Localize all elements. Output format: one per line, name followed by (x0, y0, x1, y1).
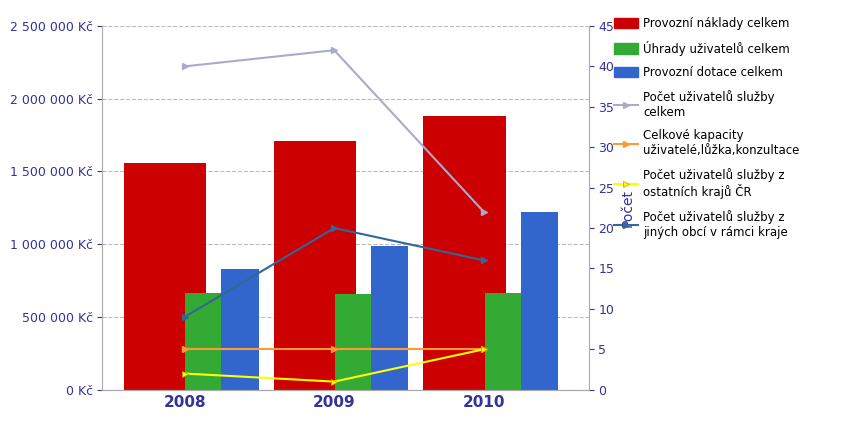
Počet uživatelů služby z
jiných obcí v rámci kraje (329, 226, 339, 231)
Počet uživatelů služby
celkem (179, 64, 189, 69)
Bar (335, 294, 372, 390)
Bar (221, 269, 258, 390)
Počet uživatelů služby z
ostatních krajů ČR (179, 371, 189, 376)
Legend: Provozní náklady celkem, Úhrady uživatelů celkem, Provozní dotace celkem, Počet : Provozní náklady celkem, Úhrady uživatel… (611, 15, 801, 241)
Bar (273, 141, 355, 390)
Line: Celkové kapacity
uživatelé,lůžka,konzultace: Celkové kapacity uživatelé,lůžka,konzult… (181, 346, 486, 353)
Bar (371, 246, 408, 390)
Počet uživatelů služby
celkem (329, 48, 339, 53)
Počet uživatelů služby z
ostatních krajů ČR (329, 379, 339, 384)
Line: Počet uživatelů služby z
jiných obcí v rámci kraje: Počet uživatelů služby z jiných obcí v r… (181, 225, 486, 320)
Bar (185, 293, 222, 390)
Celkové kapacity
uživatelé,lůžka,konzultace (179, 347, 189, 352)
Bar (124, 163, 206, 390)
Y-axis label: Počet: Počet (620, 189, 635, 227)
Počet uživatelů služby z
jiných obcí v rámci kraje (478, 258, 488, 263)
Bar (520, 212, 557, 390)
Line: Počet uživatelů služby z
ostatních krajů ČR: Počet uživatelů služby z ostatních krajů… (181, 346, 486, 385)
Celkové kapacity
uživatelé,lůžka,konzultace (329, 347, 339, 352)
Y-axis label: Cena: Cena (0, 190, 3, 226)
Počet uživatelů služby z
jiných obcí v rámci kraje (179, 314, 189, 320)
Line: Počet uživatelů služby
celkem: Počet uživatelů služby celkem (181, 47, 486, 215)
Počet uživatelů služby z
ostatních krajů ČR (478, 347, 488, 352)
Celkové kapacity
uživatelé,lůžka,konzultace (478, 347, 488, 352)
Počet uživatelů služby
celkem (478, 209, 488, 214)
Bar (484, 293, 521, 390)
Bar (423, 116, 505, 390)
